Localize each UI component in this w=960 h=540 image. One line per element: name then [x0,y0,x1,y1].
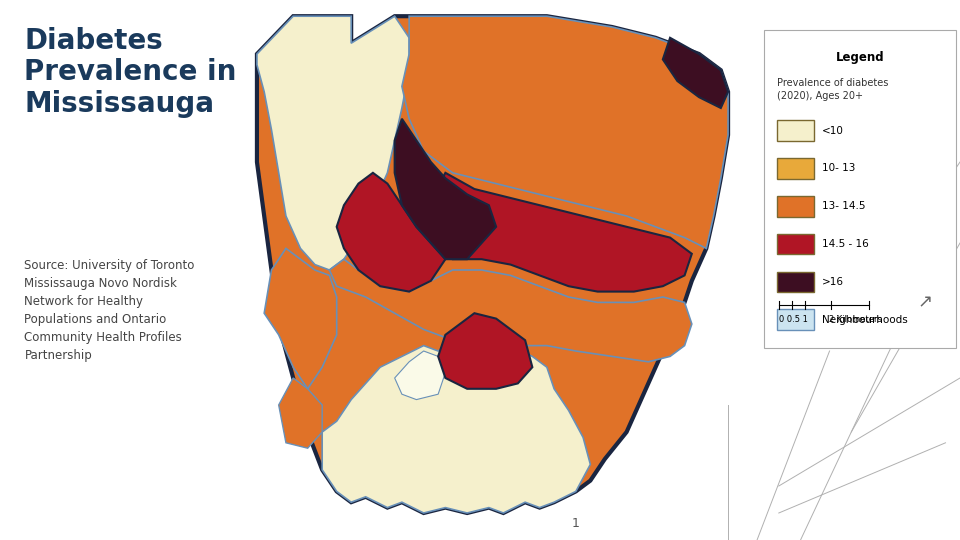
Text: 13- 14.5: 13- 14.5 [823,201,866,211]
Text: <10: <10 [823,126,844,136]
Bar [777,158,814,179]
Text: Prevalence of diabetes
(2020), Ages 20+: Prevalence of diabetes (2020), Ages 20+ [777,78,888,100]
Polygon shape [337,173,445,292]
Bar [777,272,814,292]
Text: Legend: Legend [836,51,885,64]
Polygon shape [395,351,445,400]
Polygon shape [431,173,692,292]
Bar [777,120,814,141]
Polygon shape [329,259,692,362]
Polygon shape [257,16,728,513]
Polygon shape [395,119,496,259]
Polygon shape [662,38,728,108]
Text: 0 0.5 1        2 Kilometers: 0 0.5 1 2 Kilometers [779,315,881,325]
Bar [777,234,814,254]
Polygon shape [264,248,337,389]
Text: ↗: ↗ [918,293,933,312]
Text: >16: >16 [823,277,844,287]
Polygon shape [438,313,533,389]
Polygon shape [278,378,323,448]
Text: 14.5 - 16: 14.5 - 16 [823,239,869,249]
Text: 10- 13: 10- 13 [823,164,855,173]
Text: Diabetes
Prevalence in
Mississauga: Diabetes Prevalence in Mississauga [25,27,237,118]
Text: Neighbourhoods: Neighbourhoods [823,315,908,325]
Polygon shape [257,16,409,270]
Bar [777,309,814,330]
FancyBboxPatch shape [764,30,956,348]
Polygon shape [323,340,590,513]
Polygon shape [402,16,728,248]
Bar [777,196,814,217]
Text: 1: 1 [572,517,580,530]
Text: Source: University of Toronto
Mississauga Novo Nordisk
Network for Healthy
Popul: Source: University of Toronto Mississaug… [25,259,195,362]
